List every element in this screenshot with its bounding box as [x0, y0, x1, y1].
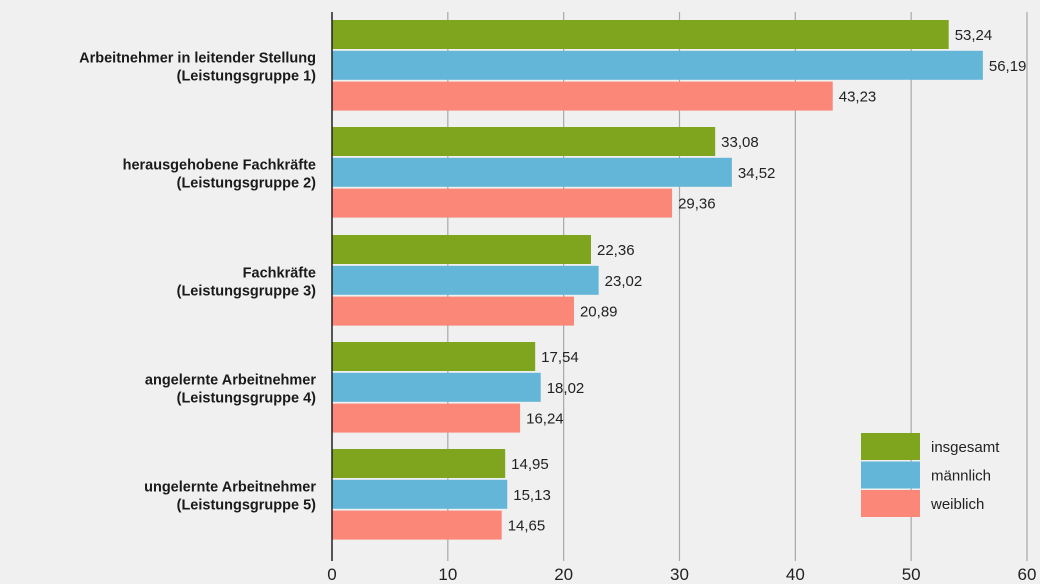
x-tick-label-20: 20: [554, 565, 573, 584]
bar-insgesamt-1: [332, 20, 949, 49]
category-label-line-2: (Leistungsgruppe 4): [177, 390, 317, 406]
category-label-line-1: angelernte Arbeitnehmer: [145, 372, 316, 388]
bar-insgesamt-4: [332, 342, 536, 371]
value-labels: 53,24 56,19 43,23 33,08 34,52 29,36 22,36 23,02…: [508, 27, 1027, 535]
legend-swatch-weiblich: [861, 490, 920, 517]
x-tick-label-60: 60: [1018, 565, 1037, 584]
value-label-weiblich-3: 20,89: [580, 304, 618, 321]
bars-group: [332, 20, 983, 540]
category-label-line-2: (Leistungsgruppe 2): [177, 175, 317, 191]
category-label-5: ungelernte Arbeitnehmer (Leistungsgruppe …: [144, 479, 316, 513]
category-label-line-1: Arbeitnehmer in leitender Stellung: [79, 50, 316, 66]
category-label-line-1: herausgehobene Fachkräfte: [123, 157, 316, 173]
category-label-line-1: ungelernte Arbeitnehmer: [144, 479, 316, 495]
x-tick-label-40: 40: [786, 565, 805, 584]
value-label-männlich-1: 56,19: [989, 58, 1027, 75]
value-label-insgesamt-4: 17,54: [541, 349, 579, 366]
x-tick-label-50: 50: [902, 565, 921, 584]
bar-insgesamt-2: [332, 127, 716, 156]
legend-swatch-insgesamt: [861, 433, 920, 460]
legend-label-weiblich: weiblich: [930, 496, 984, 513]
bar-weiblich-1: [332, 81, 833, 111]
category-label-3: Fachkräfte (Leistungsgruppe 3): [177, 265, 317, 299]
bar-männlich-2: [332, 157, 732, 187]
category-label-line-1: Fachkräfte: [243, 265, 316, 281]
bar-weiblich-5: [332, 510, 502, 540]
bar-männlich-5: [332, 479, 508, 509]
legend-swatch-männlich: [861, 461, 920, 489]
value-label-insgesamt-1: 53,24: [955, 27, 993, 44]
category-labels: Arbeitnehmer in leitender Stellung (Leist…: [79, 50, 316, 513]
value-label-männlich-5: 15,13: [513, 487, 551, 504]
x-axis-ticks: 0 10 20 30 40 50 60: [327, 565, 1036, 584]
bar-insgesamt-5: [332, 449, 506, 478]
value-label-insgesamt-2: 33,08: [721, 134, 759, 151]
value-label-männlich-2: 34,52: [738, 165, 776, 182]
value-label-weiblich-1: 43,23: [839, 89, 877, 106]
bar-männlich-4: [332, 372, 541, 402]
category-label-4: angelernte Arbeitnehmer (Leistungsgruppe …: [145, 372, 316, 406]
value-label-insgesamt-5: 14,95: [511, 456, 549, 473]
x-tick-label-0: 0: [327, 565, 336, 584]
category-label-line-2: (Leistungsgruppe 1): [177, 68, 317, 84]
value-label-weiblich-5: 14,65: [508, 518, 546, 535]
value-label-männlich-4: 18,02: [547, 380, 585, 397]
bar-weiblich-3: [332, 296, 574, 326]
legend-label-insgesamt: insgesamt: [931, 439, 1000, 456]
value-label-männlich-3: 23,02: [605, 273, 643, 290]
bar-weiblich-2: [332, 188, 673, 218]
category-label-line-2: (Leistungsgruppe 5): [177, 497, 317, 513]
bar-insgesamt-3: [332, 235, 592, 264]
bar-weiblich-4: [332, 403, 521, 433]
x-tick-label-30: 30: [670, 565, 689, 584]
category-label-line-2: (Leistungsgruppe 3): [177, 283, 317, 299]
legend: insgesamt männlich weiblich: [861, 433, 1000, 517]
bar-männlich-1: [332, 50, 983, 80]
value-label-weiblich-2: 29,36: [678, 196, 716, 213]
x-tick-label-10: 10: [438, 565, 457, 584]
bar-männlich-3: [332, 265, 599, 295]
category-label-1: Arbeitnehmer in leitender Stellung (Leist…: [79, 50, 316, 84]
legend-label-männlich: männlich: [931, 468, 991, 485]
category-label-2: herausgehobene Fachkräfte (Leistungsgrupp…: [123, 157, 317, 191]
value-label-weiblich-4: 16,24: [526, 411, 564, 428]
value-label-insgesamt-3: 22,36: [597, 242, 635, 259]
